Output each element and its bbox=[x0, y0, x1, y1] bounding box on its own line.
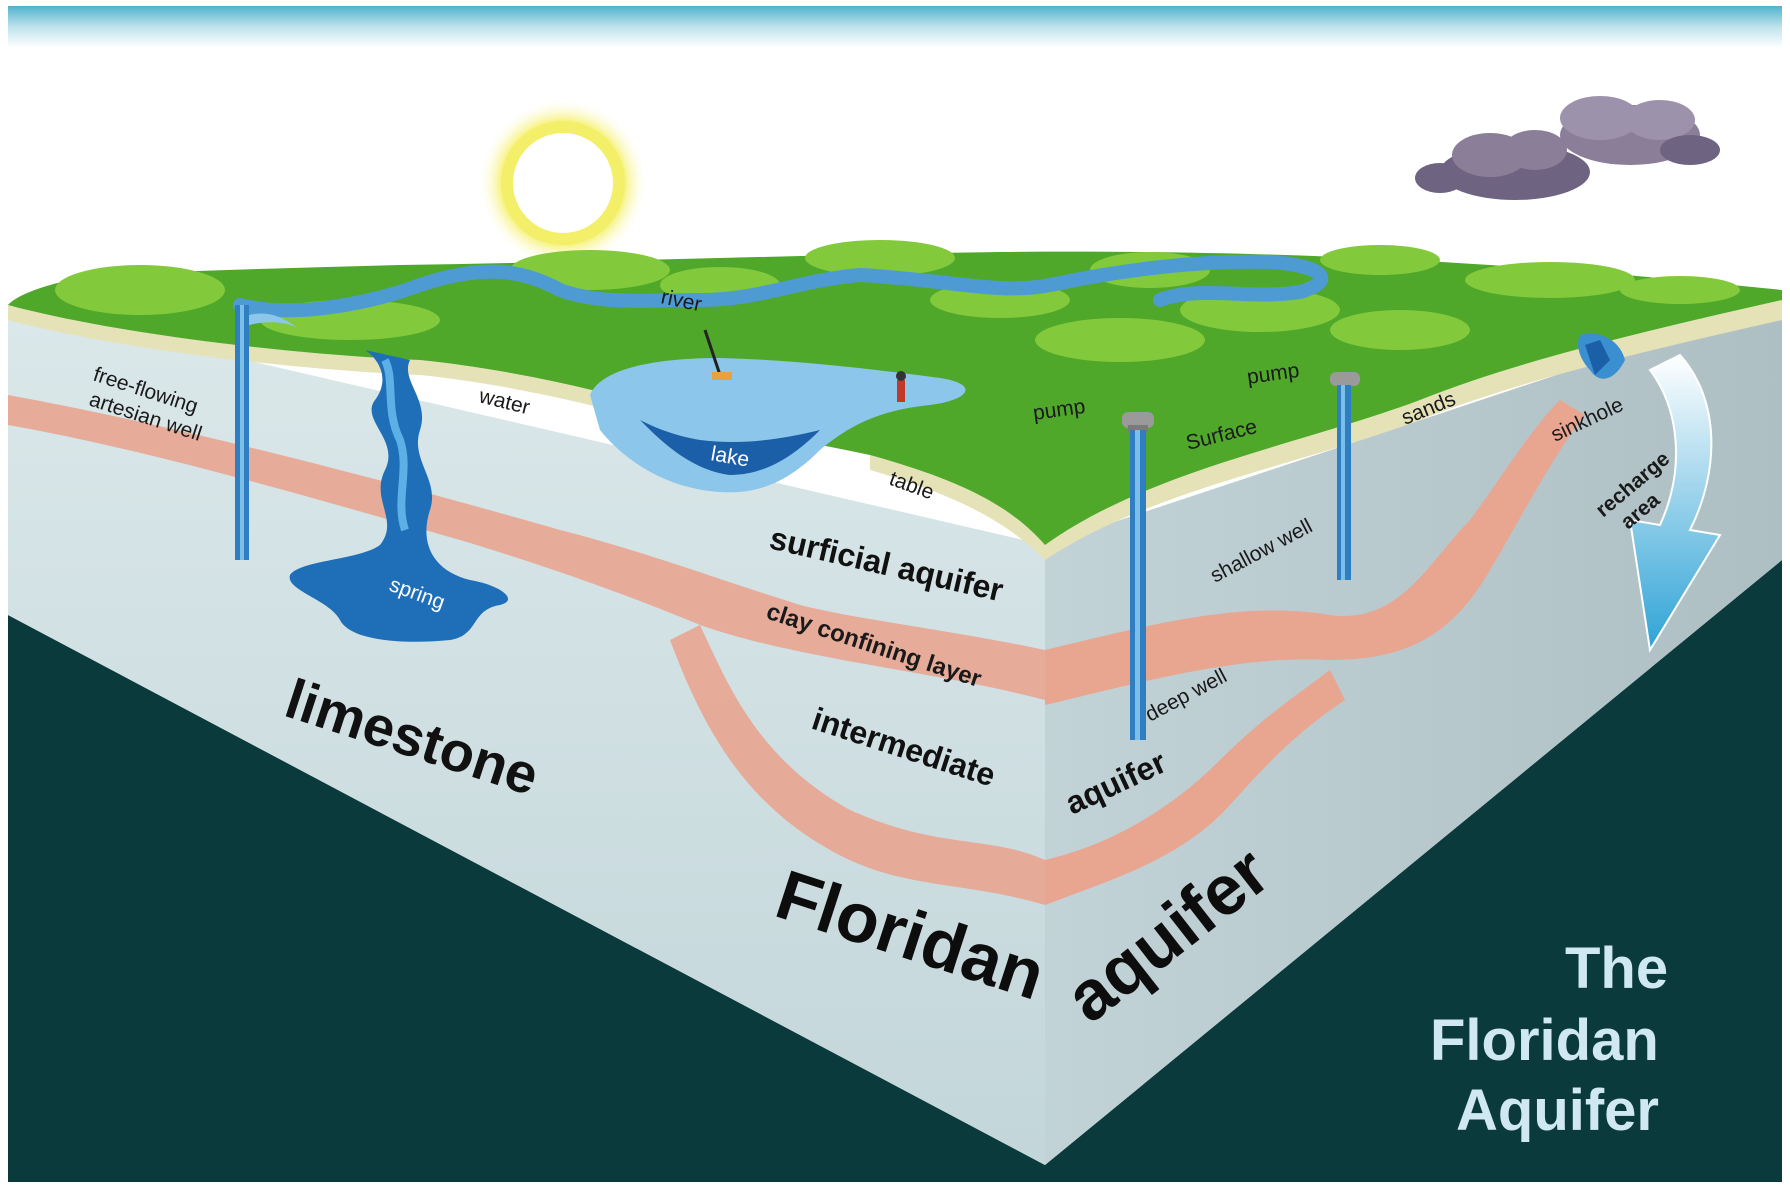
right-sand-band bbox=[1045, 300, 1782, 560]
rain-cloud-icon bbox=[1415, 96, 1720, 200]
sun-icon bbox=[478, 98, 648, 268]
fisher-figure bbox=[703, 329, 732, 380]
recharge-arrow-icon bbox=[1628, 353, 1722, 653]
river bbox=[233, 254, 1329, 318]
block-left-face bbox=[8, 305, 1045, 1165]
pump-icon bbox=[1330, 372, 1360, 386]
spring-highlight bbox=[381, 358, 409, 532]
lake bbox=[590, 358, 966, 493]
lake-deep bbox=[640, 420, 820, 475]
sinkhole-icon bbox=[1578, 333, 1625, 379]
block-right-face bbox=[1045, 300, 1782, 1165]
title-line-3: Aquifer bbox=[1456, 1078, 1659, 1143]
pump-icon bbox=[1122, 412, 1154, 433]
left-sand-band bbox=[8, 305, 720, 442]
person-figure bbox=[896, 371, 906, 402]
shallow-well bbox=[1337, 385, 1351, 580]
deep-well bbox=[1130, 430, 1146, 740]
diagram-title: The Floridan Aquifer bbox=[1430, 936, 1668, 1143]
clay-layer-right-lower bbox=[1045, 670, 1345, 905]
left-sand-band-2 bbox=[870, 455, 1045, 560]
artesian-well bbox=[235, 305, 300, 560]
clay-layer-left-lower bbox=[670, 625, 1045, 905]
title-line-1: The bbox=[1565, 936, 1668, 1001]
dark-backdrop bbox=[8, 560, 1782, 1182]
clay-layer-left bbox=[8, 395, 1045, 700]
clay-layer-right bbox=[1045, 400, 1585, 705]
title-line-2: Floridan bbox=[1430, 1008, 1659, 1073]
